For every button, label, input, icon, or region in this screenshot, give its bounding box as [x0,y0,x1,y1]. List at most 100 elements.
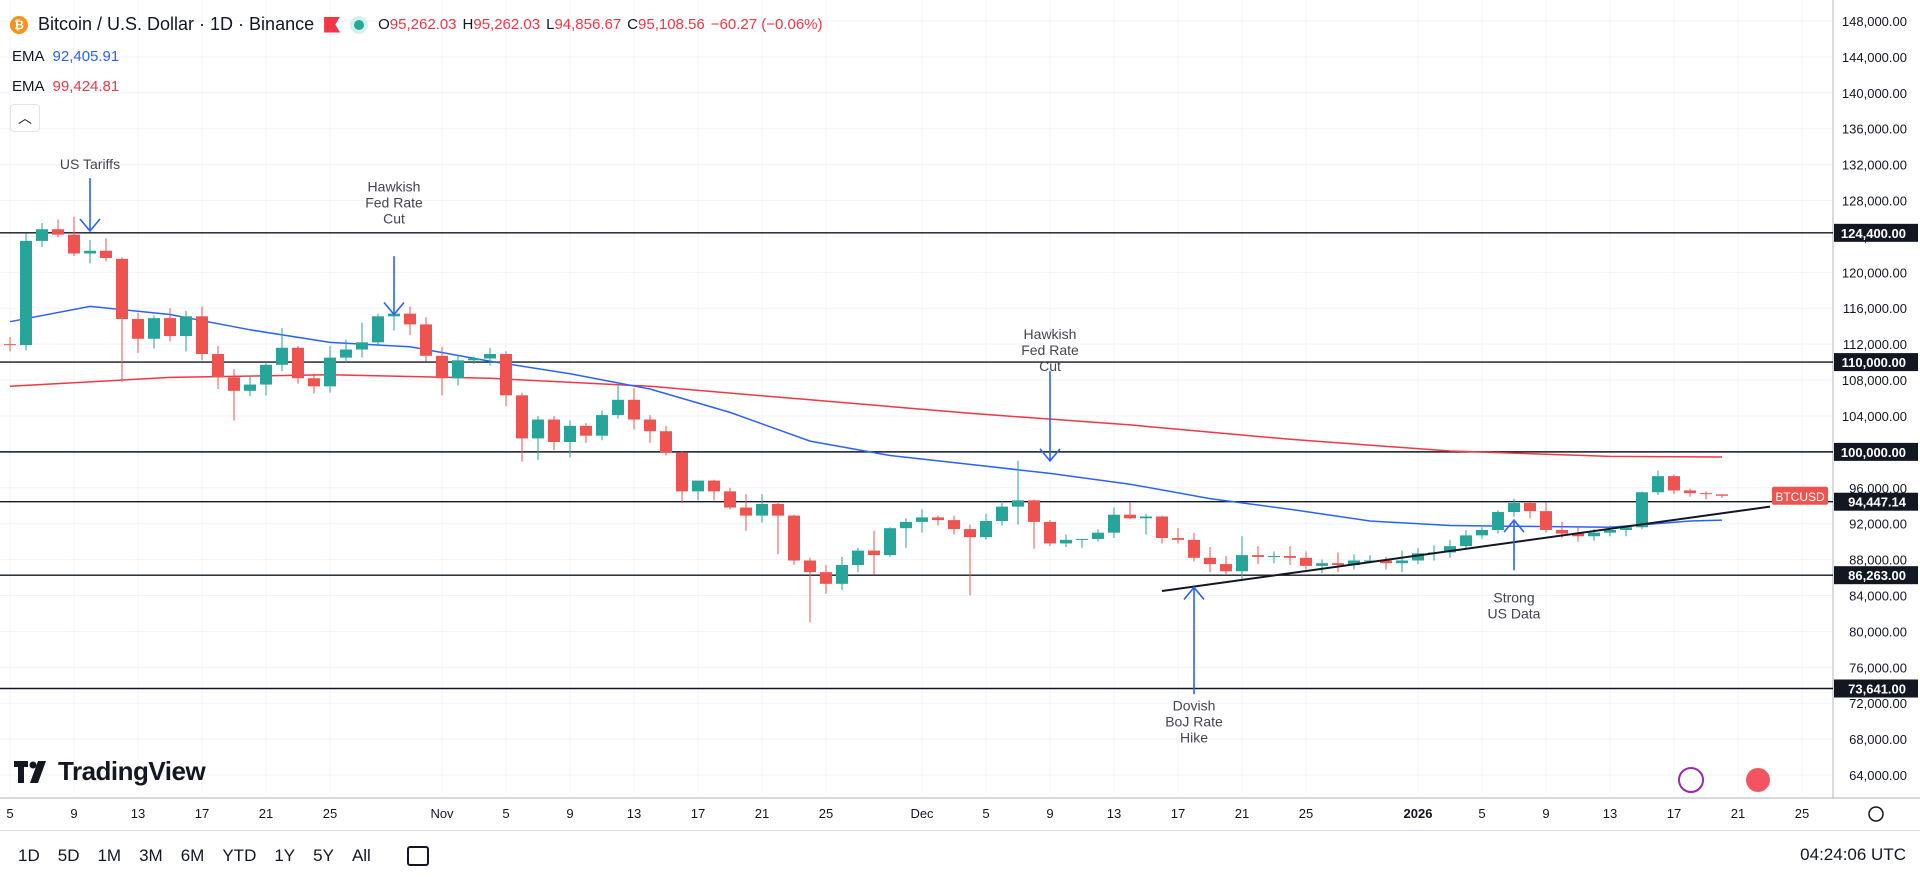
candle-body [340,349,352,358]
annotation-label: Fed Rate [1021,342,1079,358]
x-tick-label: 25 [1795,806,1809,821]
x-tick-label: 25 [1299,806,1313,821]
timeframe-ytd[interactable]: YTD [222,846,257,865]
x-tick-label: 13 [1603,806,1617,821]
x-tick-label: 9 [70,806,77,821]
candle-body [1140,516,1152,519]
timeframe-1d[interactable]: 1D [18,846,40,865]
calendar-range-icon[interactable] [406,846,429,866]
flag-icon[interactable] [324,16,341,33]
market-status-icon[interactable] [354,19,365,30]
candle-body [852,550,864,565]
y-tick-label: 84,000.00 [1849,589,1907,604]
x-tick-label: 13 [1107,806,1121,821]
candle-body [516,395,528,439]
annotation-arrowhead [79,218,101,233]
annotation-label: BoJ Rate [1165,713,1223,729]
candle-body [836,564,848,584]
annotation-label: Hawkish [1024,326,1077,342]
y-tick-label: 128,000.00 [1842,194,1907,209]
candle-body [708,480,720,492]
symbol-title[interactable]: Bitcoin / U.S. Dollar · 1D · Binance [38,14,315,34]
timeframe-6m[interactable]: 6M [180,846,205,865]
y-tick-label: 148,000.00 [1842,14,1907,29]
candle-body [1716,494,1728,496]
timeframe-all[interactable]: All [351,846,371,865]
candle-body [244,384,256,391]
candle-body [932,517,944,521]
candle-body [628,399,640,420]
ema-legend-fast[interactable]: EMA 92,405.91 [12,48,120,65]
annotation-label: Hike [1180,729,1208,745]
candle-body [1252,555,1264,557]
annotation-arrowhead [1039,448,1061,463]
x-tick-label: 5 [6,806,13,821]
candle-body [564,425,576,442]
y-tick-label: 96,000.00 [1849,481,1907,496]
y-tick-label: 92,000.00 [1849,517,1907,532]
x-tick-label: 21 [755,806,769,821]
candle-body [228,377,240,391]
candle-body [452,360,464,379]
candle-body [1652,476,1664,493]
candle-body [1124,514,1136,519]
candle-body [1508,503,1520,513]
candle-body [1668,476,1680,491]
ema-legend-slow[interactable]: EMA 99,424.81 [12,78,120,95]
candle-body [36,229,48,241]
candle-body [1636,492,1648,528]
candle-body [1108,514,1120,533]
annotation: US Tariffs [60,156,120,233]
candle-body [660,431,672,453]
candle-body [1156,516,1168,539]
y-tick-label: 72,000.00 [1849,696,1907,711]
candle-body [1604,529,1616,533]
candle-body [724,491,736,508]
annotation-arrowhead [383,302,405,316]
candle-body [1220,564,1232,572]
y-tick-label: 64,000.00 [1849,768,1907,783]
annotation-label: Dovish [1173,697,1216,713]
price-chart[interactable]: 64,000.00 68,000.00 72,000.00 76,000.00 80,0… [0,0,1920,830]
timeframe-5d[interactable]: 5D [57,846,80,865]
x-tick-label: 21 [259,806,273,821]
candle-body [1364,560,1376,562]
candle-body [788,515,800,561]
candle-body [1396,560,1408,564]
level-label: 94,447.14 [1848,495,1907,510]
candle-body [692,480,704,492]
candle-body [1684,490,1696,494]
annotation-label: Cut [1039,358,1061,374]
chart-header: ₿ Bitcoin / U.S. Dollar · 1D · Binance O… [10,14,823,35]
candle-body [148,318,160,339]
candle-body [1444,546,1456,553]
collapse-legend-button[interactable]: ︿ [10,104,40,132]
price-change: −60.27 (−0.06%) [710,16,823,33]
timeframe-1y[interactable]: 1Y [274,846,296,865]
candle-body [1460,535,1472,547]
candle-body [1556,529,1568,534]
candle-body [1348,560,1360,565]
candle-body [164,318,176,337]
y-tick-label: 88,000.00 [1849,553,1907,568]
candle-body [116,258,128,320]
candle-body [964,529,976,538]
candle-body [548,419,560,442]
timeframe-1m[interactable]: 1M [97,846,122,865]
candle-body [948,520,960,530]
level-label-box [1834,442,1918,461]
candle-body [916,517,928,522]
candle-body [1412,553,1424,561]
chart-area[interactable]: 64,000.00 68,000.00 72,000.00 76,000.00 80,0… [0,0,1920,830]
timeframe-5y[interactable]: 5Y [313,846,334,865]
timeframe-3m[interactable]: 3M [139,846,163,865]
candle-body [52,229,64,235]
candle-body [1316,563,1328,566]
candle-body [1380,560,1392,564]
annotation-label: Fed Rate [365,195,423,211]
candle-body [1476,529,1488,536]
y-tick-label: 108,000.00 [1842,373,1907,388]
candle-body [180,316,192,337]
clock[interactable]: 04:24:06 UTC [1800,845,1906,864]
